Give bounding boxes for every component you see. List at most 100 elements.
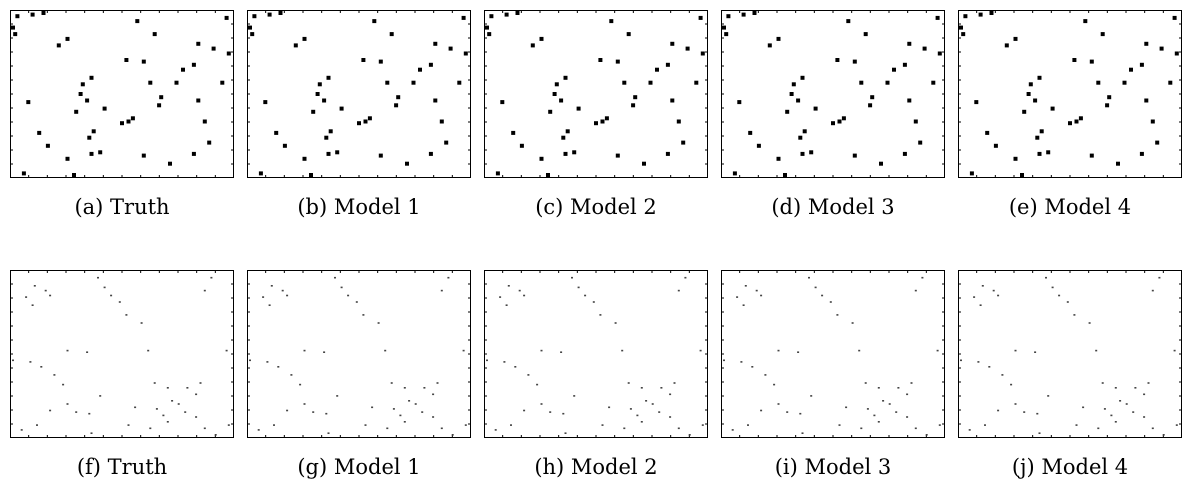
data-point	[1038, 432, 1041, 434]
data-point	[1066, 301, 1069, 303]
data-point	[140, 322, 143, 324]
data-point	[45, 143, 50, 148]
data-point	[448, 46, 453, 51]
data-point	[440, 427, 443, 430]
data-point	[1045, 276, 1047, 279]
data-point	[21, 171, 26, 176]
data-point	[888, 403, 891, 405]
data-point	[785, 109, 790, 114]
panel-caption: (f) Truth	[76, 455, 168, 479]
data-point	[845, 406, 848, 409]
data-point	[801, 432, 804, 434]
data-point	[993, 143, 998, 148]
data-point	[325, 412, 328, 415]
data-point	[1004, 43, 1009, 48]
data-point	[665, 62, 670, 67]
panel-c	[484, 10, 708, 178]
data-point	[326, 75, 331, 80]
data-point	[322, 98, 327, 103]
data-point	[74, 109, 79, 114]
data-point	[1033, 98, 1038, 103]
data-point	[166, 421, 169, 423]
plot-frame	[958, 10, 1182, 178]
data-point	[174, 80, 179, 85]
data-point	[317, 82, 322, 87]
data-point	[633, 95, 638, 100]
data-point	[623, 427, 626, 430]
data-point	[640, 387, 643, 389]
data-point	[1023, 411, 1026, 413]
plot-frame	[247, 270, 471, 438]
data-point	[744, 285, 747, 287]
data-point	[594, 121, 598, 126]
data-point	[130, 116, 135, 121]
data-point	[859, 80, 864, 85]
data-point	[65, 36, 70, 41]
data-point	[694, 80, 699, 85]
data-point	[347, 294, 350, 297]
data-point	[66, 349, 69, 352]
data-point	[552, 92, 557, 96]
data-point	[162, 414, 165, 417]
data-point	[494, 429, 497, 431]
data-point	[315, 92, 320, 96]
data-point	[860, 427, 863, 430]
data-point	[439, 119, 444, 124]
data-point	[36, 424, 38, 426]
data-point	[599, 314, 602, 316]
data-point	[968, 429, 971, 431]
data-point	[367, 116, 372, 121]
data-point	[1046, 150, 1051, 155]
data-point	[736, 296, 739, 298]
data-point	[203, 289, 206, 292]
data-point	[504, 12, 509, 17]
data-point	[293, 43, 298, 48]
data-point	[973, 296, 976, 298]
data-point	[433, 98, 438, 103]
data-point	[405, 161, 409, 166]
data-point	[655, 67, 659, 72]
data-point	[907, 98, 912, 103]
data-point	[408, 400, 411, 402]
panel-g	[247, 270, 471, 438]
data-point	[601, 424, 604, 426]
data-point	[303, 349, 306, 352]
data-point	[141, 59, 146, 64]
data-point	[698, 15, 703, 20]
data-point	[515, 11, 520, 15]
data-point	[740, 361, 743, 363]
data-point	[523, 409, 526, 412]
data-point	[196, 41, 201, 46]
data-point	[432, 416, 435, 418]
data-point	[829, 301, 832, 303]
data-point	[902, 151, 907, 156]
data-point	[808, 276, 810, 279]
data-point	[837, 119, 842, 124]
data-point	[1143, 393, 1146, 396]
data-point	[892, 67, 896, 72]
data-point	[540, 403, 543, 405]
data-point	[444, 140, 449, 145]
panel-caption: (c) Model 2	[535, 195, 657, 219]
data-point	[153, 382, 156, 384]
data-point	[959, 25, 963, 30]
data-point	[988, 366, 991, 368]
data-point	[776, 156, 781, 161]
data-point	[677, 289, 680, 292]
data-point	[418, 67, 422, 72]
data-point	[485, 25, 489, 30]
data-point	[75, 411, 78, 413]
data-point	[29, 361, 32, 363]
data-point	[511, 130, 516, 135]
data-point	[562, 412, 565, 415]
data-point	[309, 173, 313, 177]
data-point	[262, 296, 265, 298]
data-point	[838, 424, 841, 426]
data-point	[564, 432, 567, 434]
plot-g	[247, 270, 471, 438]
data-point	[432, 393, 435, 396]
data-point	[539, 36, 544, 41]
data-point	[1089, 153, 1094, 158]
data-point	[390, 382, 393, 384]
data-point	[195, 416, 198, 418]
